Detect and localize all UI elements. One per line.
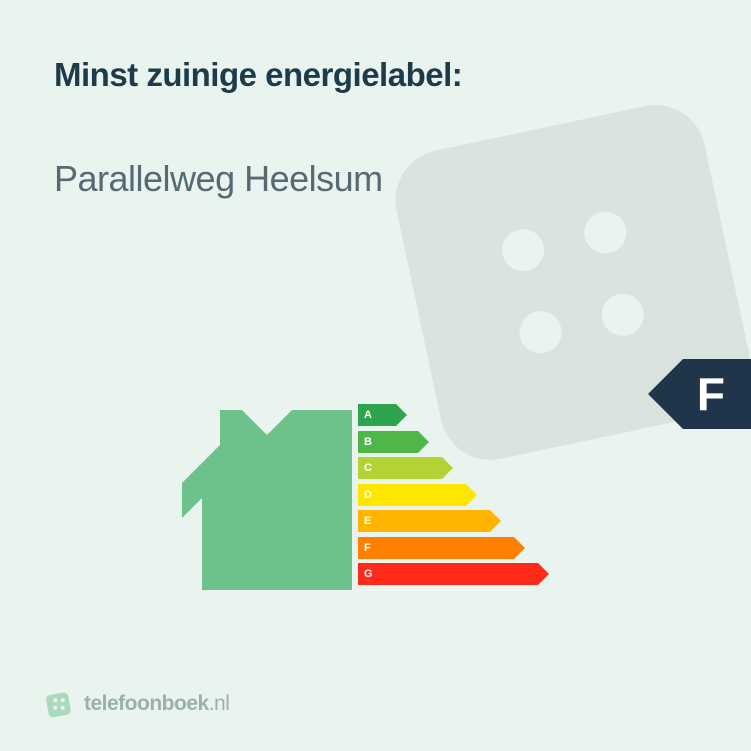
energy-bar-letter: E <box>364 510 371 532</box>
rating-badge: F <box>648 359 751 429</box>
energy-bar-arrow <box>442 457 453 479</box>
energy-bar-body <box>358 537 514 559</box>
footer-text: telefoonboek.nl <box>84 692 229 716</box>
energy-bar-arrow <box>538 563 549 585</box>
energy-bar-letter: A <box>364 404 372 426</box>
energy-bar-letter: B <box>364 431 372 453</box>
rating-badge-letter: F <box>683 359 751 429</box>
energy-bar-body <box>358 484 466 506</box>
energy-bar-letter: C <box>364 457 372 479</box>
energy-bar-arrow <box>396 404 407 426</box>
footer-brand-tld: .nl <box>209 692 230 715</box>
footer-brand: telefoonboek.nl <box>44 689 229 719</box>
energy-bar-letter: G <box>364 563 373 585</box>
footer-brand-name: telefoonboek <box>84 692 209 715</box>
page-title: Minst zuinige energielabel: <box>54 56 697 94</box>
energy-bar-arrow <box>514 537 525 559</box>
energy-label-diagram: ABCDEFG <box>0 370 751 670</box>
house-icon <box>182 390 352 610</box>
energy-bar-body <box>358 510 490 532</box>
energy-bar-body <box>358 563 538 585</box>
location-name: Parallelweg Heelsum <box>54 158 697 200</box>
energy-bar-letter: D <box>364 484 372 506</box>
rating-badge-arrow <box>648 359 683 429</box>
energy-bar-arrow <box>490 510 501 532</box>
phonebook-icon <box>44 689 74 719</box>
energy-bar-arrow <box>466 484 477 506</box>
energy-bar-arrow <box>418 431 429 453</box>
energy-bar-letter: F <box>364 537 371 559</box>
